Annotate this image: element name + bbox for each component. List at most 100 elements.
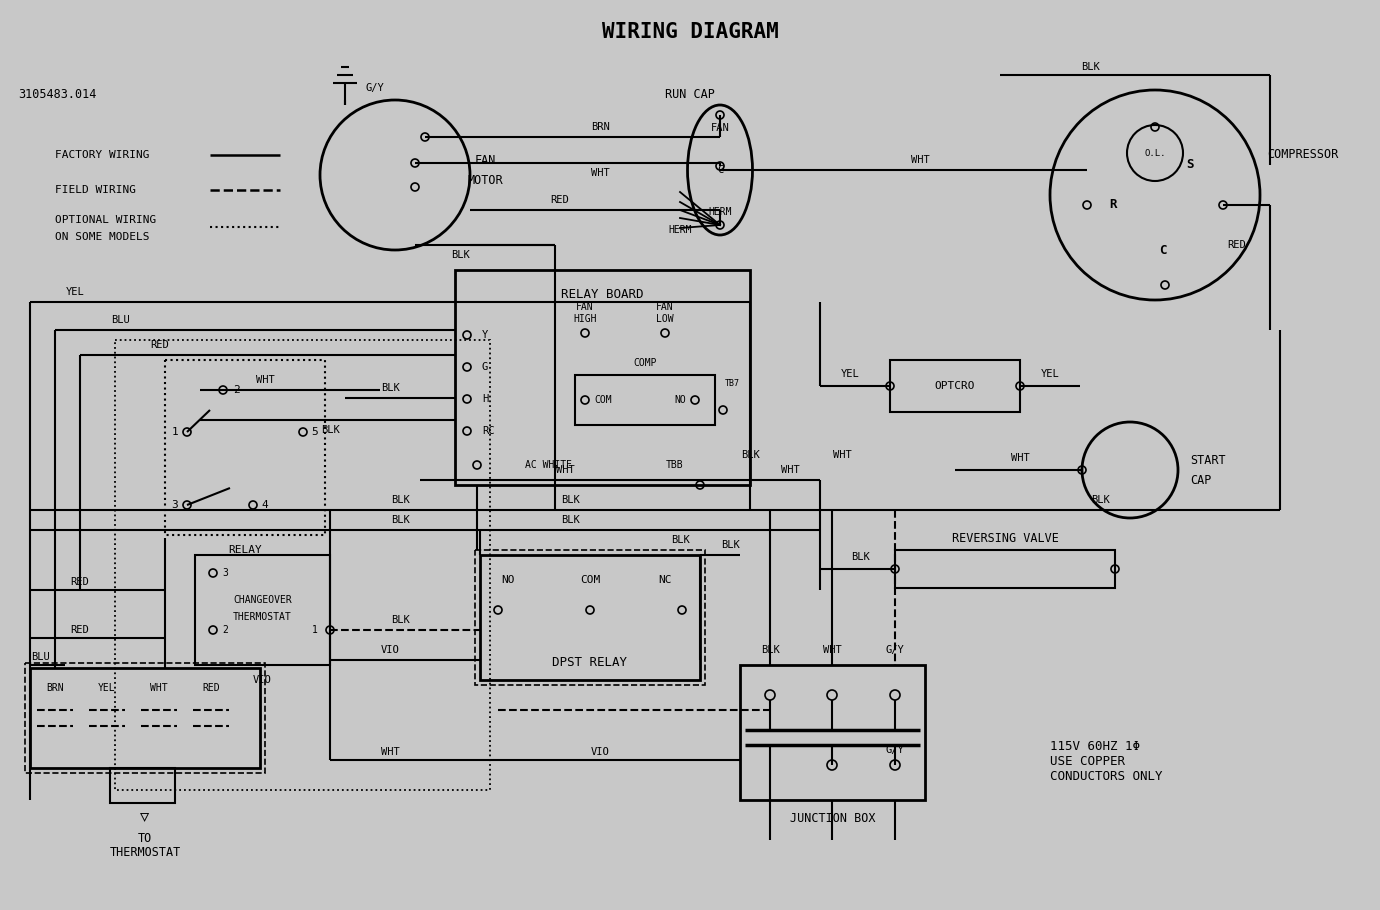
Text: BLK: BLK <box>560 515 580 525</box>
Text: BRN: BRN <box>591 122 610 132</box>
Text: FAN: FAN <box>475 154 495 167</box>
Text: VIO: VIO <box>381 645 399 655</box>
Text: C: C <box>716 165 723 175</box>
Bar <box>166 360 326 535</box>
Bar <box>575 375 715 425</box>
Text: RUN CAP: RUN CAP <box>665 88 715 102</box>
Text: CAP: CAP <box>1190 473 1212 487</box>
Text: WHT: WHT <box>381 747 399 757</box>
Text: RED: RED <box>150 340 170 350</box>
Text: G: G <box>482 362 489 372</box>
Text: COM: COM <box>580 575 600 585</box>
Text: BLK: BLK <box>391 615 410 625</box>
Text: BLU: BLU <box>110 315 130 325</box>
Text: HERM: HERM <box>668 225 691 235</box>
Text: WHT: WHT <box>781 465 799 475</box>
Text: 1: 1 <box>171 427 178 437</box>
Text: RED: RED <box>551 195 570 205</box>
Text: RELAY BOARD: RELAY BOARD <box>562 288 643 301</box>
Text: TBB: TBB <box>667 460 684 470</box>
Bar <box>110 768 175 803</box>
Text: FAN: FAN <box>656 302 673 312</box>
Text: CHANGEOVER: CHANGEOVER <box>233 595 293 605</box>
Text: G/Y: G/Y <box>886 745 904 755</box>
Text: BLK: BLK <box>760 645 780 655</box>
Text: BLK: BLK <box>741 450 759 460</box>
Text: OPTIONAL WIRING: OPTIONAL WIRING <box>55 215 156 225</box>
Text: WHT: WHT <box>911 155 929 165</box>
Text: BLK: BLK <box>320 425 339 435</box>
Text: BLK: BLK <box>391 495 410 505</box>
Text: 1: 1 <box>312 625 317 635</box>
Text: BLK: BLK <box>381 383 399 393</box>
Text: O.L.: O.L. <box>1144 148 1166 157</box>
Text: AC WHITE: AC WHITE <box>524 460 571 470</box>
Text: VIO: VIO <box>591 747 610 757</box>
Text: WHT: WHT <box>255 375 275 385</box>
Text: YEL: YEL <box>1041 369 1060 379</box>
Text: BLK: BLK <box>850 552 869 562</box>
Text: BLK: BLK <box>451 250 469 260</box>
Bar <box>25 663 265 773</box>
Text: HIGH: HIGH <box>573 314 596 324</box>
Bar <box>195 555 330 665</box>
Text: THERMOSTAT: THERMOSTAT <box>233 612 293 622</box>
Text: LOW: LOW <box>656 314 673 324</box>
Text: WHT: WHT <box>822 645 842 655</box>
Text: DPST RELAY: DPST RELAY <box>552 655 628 669</box>
Text: BLK: BLK <box>671 535 690 545</box>
Text: TO: TO <box>138 832 152 844</box>
Text: 3: 3 <box>171 500 178 510</box>
Text: BLU: BLU <box>30 652 50 662</box>
Text: BLK: BLK <box>391 515 410 525</box>
Text: FACTORY WIRING: FACTORY WIRING <box>55 150 149 160</box>
Text: 5: 5 <box>312 427 319 437</box>
Text: 3: 3 <box>222 568 228 578</box>
Text: BRN: BRN <box>46 683 63 693</box>
Text: WIRING DIAGRAM: WIRING DIAGRAM <box>602 22 778 42</box>
Text: OPTCRO: OPTCRO <box>934 381 976 391</box>
Text: BLK: BLK <box>1081 62 1100 72</box>
Text: 4: 4 <box>262 500 268 510</box>
Text: NO: NO <box>501 575 515 585</box>
Text: YEL: YEL <box>66 287 84 297</box>
Text: COMPRESSOR: COMPRESSOR <box>1267 148 1339 161</box>
Text: FIELD WIRING: FIELD WIRING <box>55 185 137 195</box>
Text: YEL: YEL <box>840 369 860 379</box>
Text: WHT: WHT <box>591 168 610 178</box>
Text: G/Y: G/Y <box>364 83 384 93</box>
Text: THERMOSTAT: THERMOSTAT <box>109 846 181 860</box>
Text: C: C <box>1159 244 1166 257</box>
Text: RELAY: RELAY <box>228 545 262 555</box>
Text: WHT: WHT <box>556 465 574 475</box>
Bar <box>740 665 925 800</box>
Text: YEL: YEL <box>98 683 116 693</box>
Text: WHT: WHT <box>832 450 851 460</box>
Text: JUNCTION BOX: JUNCTION BOX <box>789 812 875 824</box>
Text: BLK: BLK <box>1090 495 1110 505</box>
Text: COMP: COMP <box>633 358 657 368</box>
Text: FAN: FAN <box>711 123 730 133</box>
Text: 2: 2 <box>222 625 228 635</box>
Text: BLK: BLK <box>560 495 580 505</box>
Text: MOTOR: MOTOR <box>468 174 502 187</box>
Bar <box>30 668 259 768</box>
Text: REVERSING VALVE: REVERSING VALVE <box>952 531 1058 544</box>
Text: RED: RED <box>203 683 219 693</box>
Bar <box>475 550 705 685</box>
Text: H: H <box>482 394 489 404</box>
Text: WHT: WHT <box>1010 453 1029 463</box>
Text: S: S <box>1187 158 1194 171</box>
Text: TB7: TB7 <box>724 379 740 388</box>
Text: HERM: HERM <box>708 207 731 217</box>
Text: ON SOME MODELS: ON SOME MODELS <box>55 232 149 242</box>
Text: RED: RED <box>70 577 90 587</box>
Text: RED: RED <box>1228 240 1246 250</box>
Bar <box>480 555 700 680</box>
Text: NC: NC <box>658 575 672 585</box>
Text: ▽: ▽ <box>141 808 149 824</box>
Text: BLK: BLK <box>720 540 740 550</box>
Text: VIO: VIO <box>253 675 272 685</box>
Text: NO: NO <box>673 395 686 405</box>
Text: 2: 2 <box>233 385 240 395</box>
